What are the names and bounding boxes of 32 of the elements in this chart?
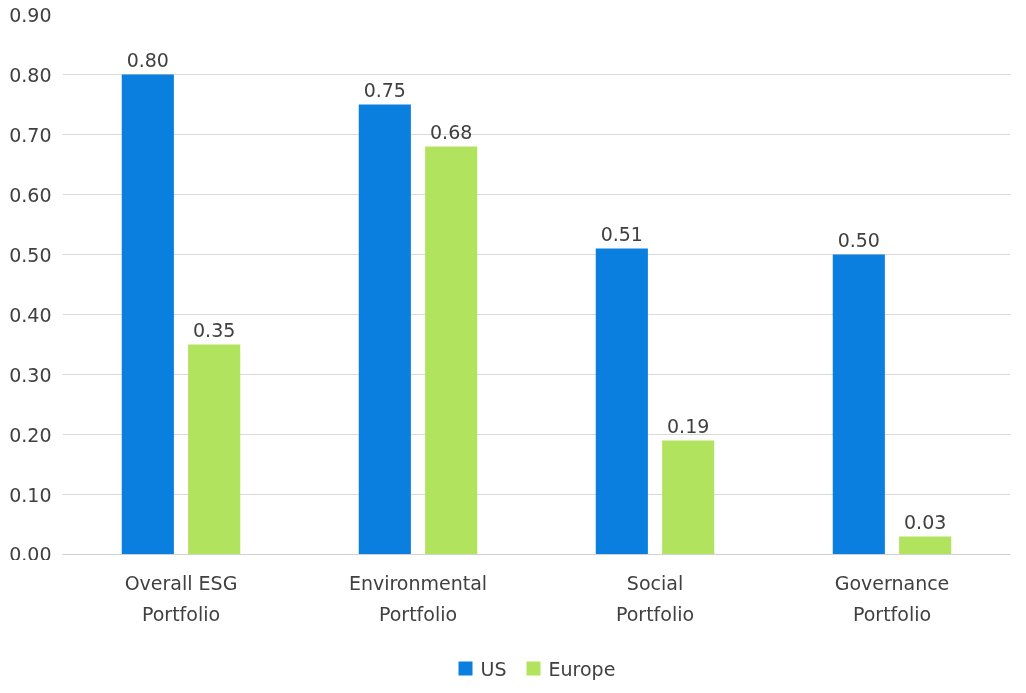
bar [121, 74, 174, 555]
bar [832, 254, 885, 555]
y-tick-label: 0.10 [9, 483, 52, 506]
x-tick-label: Environmental Portfolio [348, 571, 488, 625]
x-tick-label: Social Portfolio [615, 571, 695, 625]
data-label: 0.35 [193, 318, 236, 341]
y-tick-label: 0.40 [9, 303, 52, 326]
data-label: 0.68 [430, 120, 473, 143]
legend-label: US [480, 657, 507, 680]
x-tick-label: Overall ESG Portfolio [124, 571, 238, 625]
y-tick-label: 0.00 [9, 542, 52, 565]
data-label: 0.50 [837, 228, 880, 251]
bar [188, 344, 241, 555]
y-tick-label: 0.80 [9, 63, 52, 86]
data-label: 0.51 [600, 222, 643, 245]
y-tick-label: 0.20 [9, 423, 52, 446]
data-label: 0.03 [904, 510, 947, 533]
y-tick-label: 0.50 [9, 243, 52, 266]
bar [662, 440, 715, 555]
data-label: 0.80 [126, 48, 169, 71]
y-tick-label: 0.70 [9, 123, 52, 146]
y-tick-label: 0.90 [9, 3, 52, 26]
y-tick-label: 0.60 [9, 183, 52, 206]
bar [425, 146, 478, 555]
x-tick-label: Governance Portfolio [834, 571, 950, 625]
legend-label: Europe [548, 657, 616, 680]
data-label: 0.75 [363, 78, 406, 101]
bar [595, 248, 648, 555]
y-tick-label: 0.30 [9, 363, 52, 386]
bar [358, 104, 411, 555]
bar [899, 536, 952, 555]
data-label: 0.19 [667, 414, 710, 437]
